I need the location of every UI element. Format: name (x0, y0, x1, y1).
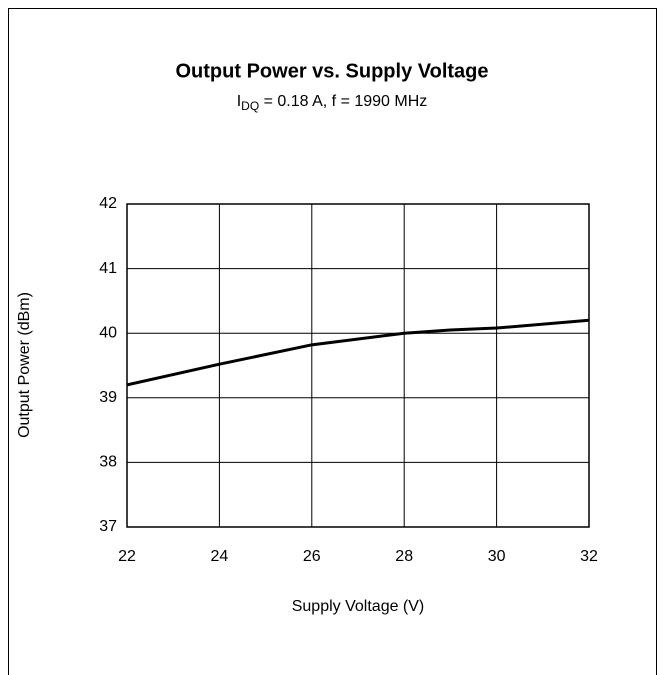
y-tick-label: 41 (99, 260, 117, 277)
subtitle-text: = 0.18 A, f = 1990 MHz (259, 93, 427, 110)
y-tick-label: 42 (99, 195, 117, 212)
y-tick-label: 40 (99, 324, 117, 341)
y-tick-label: 37 (99, 518, 117, 535)
x-tick-label: 30 (488, 548, 506, 565)
x-tick-label: 32 (580, 548, 598, 565)
x-tick-label: 24 (211, 548, 229, 565)
x-tick-label: 26 (303, 548, 321, 565)
plot-border (126, 203, 590, 528)
data-line (126, 318, 590, 387)
subtitle-symbol: I (237, 93, 241, 110)
subtitle-subscript: DQ (241, 99, 259, 113)
frame (8, 8, 657, 675)
x-tick-label: 28 (395, 548, 413, 565)
x-tick-label: 22 (118, 548, 136, 565)
y-tick-label: 39 (99, 389, 117, 406)
y-axis-label: Output Power (dBm) (16, 292, 33, 438)
chart-subtitle: IDQ = 0.18 A, f = 1990 MHz (237, 93, 428, 113)
x-axis-label: Supply Voltage (V) (292, 598, 425, 615)
chart-title: Output Power vs. Supply Voltage (176, 60, 489, 82)
y-tick-label: 38 (99, 454, 117, 471)
